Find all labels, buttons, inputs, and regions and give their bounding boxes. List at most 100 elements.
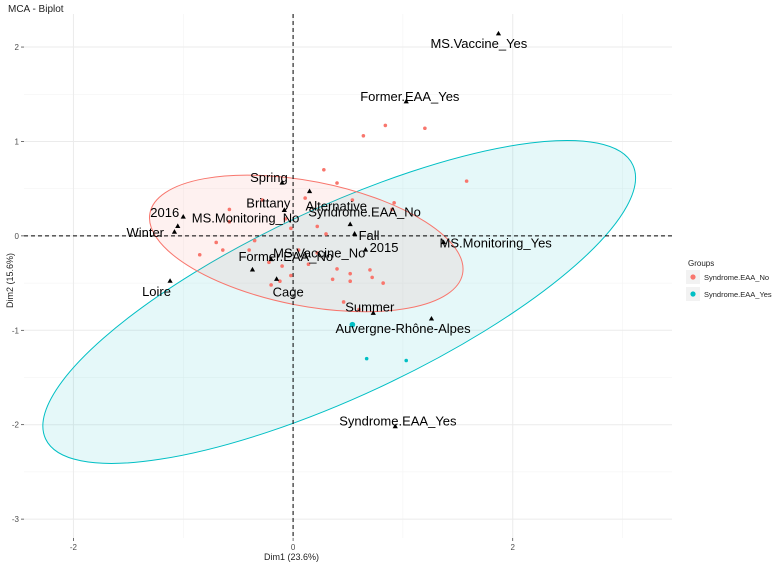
y-tick-label: -1: [12, 326, 20, 335]
variable-marker: [495, 30, 502, 36]
data-point-no: [289, 273, 293, 278]
plot-area: MS.Vaccine_Yes Former.EAA_Yes Spring Altern…: [12, 14, 672, 552]
data-point-no: [390, 207, 394, 212]
variable-marker: [392, 423, 398, 429]
data-point-no: [227, 219, 232, 224]
data-point-no: [361, 133, 366, 138]
variable-label: Alternative: [306, 198, 367, 213]
variable-marker: [268, 256, 274, 262]
x-tick-label: 0: [291, 543, 296, 552]
variable-label: MS.Vaccine_No: [273, 245, 365, 260]
variable-label: Summer: [345, 299, 395, 314]
data-point-no: [381, 281, 385, 285]
data-point-no: [252, 238, 257, 243]
confidence-ellipse-syndrome-eaa-yes: [42, 139, 637, 464]
data-point-no: [315, 224, 320, 229]
variable-label: Syndrome.EAA_Yes: [339, 414, 457, 429]
y-tick-label: -3: [12, 515, 20, 524]
data-point-no: [368, 268, 372, 272]
data-point-no: [197, 252, 202, 257]
x-tick-label: -2: [70, 543, 78, 552]
variable-marker: [180, 213, 186, 219]
data-point-no: [296, 248, 301, 252]
variable-label: Auvergne-Rhône-Alpes: [335, 321, 471, 336]
data-point-no: [247, 248, 251, 252]
data-point-no: [464, 179, 469, 183]
variable-label: Spring: [250, 170, 288, 185]
variable-marker: [370, 310, 376, 315]
data-point-yes: [404, 358, 409, 363]
variable-marker: [281, 207, 287, 212]
variable-label: Former.EAA_No: [238, 249, 333, 264]
variable-label: Former.EAA_Yes: [360, 89, 460, 104]
data-point-yes: [364, 356, 369, 361]
data-point-no: [267, 260, 271, 265]
variable-label: Winter: [126, 225, 164, 240]
variable-marker: [347, 221, 353, 227]
data-point-no: [289, 226, 293, 231]
variable-marker: [440, 239, 447, 245]
variable-label: MS.Vaccine_Yes: [430, 36, 527, 51]
variable-label: 2015: [370, 240, 399, 255]
y-tick-label: -2: [12, 421, 20, 430]
data-point-no: [350, 198, 355, 202]
data-point-no: [330, 277, 335, 282]
legend-label: Syndrome.EAA_No: [704, 273, 769, 282]
variable-marker: [362, 247, 369, 252]
variable-marker: [428, 315, 435, 321]
data-point-no: [423, 126, 427, 131]
variable-marker: [171, 229, 178, 234]
variable-label: Brittany: [246, 195, 291, 210]
data-point-no: [280, 264, 284, 268]
variable-marker: [167, 278, 173, 283]
variable-marker: [351, 230, 358, 236]
data-point-yes: [349, 321, 356, 328]
x-axis-title: Dim1 (23.6%): [264, 552, 319, 562]
data-point-no: [214, 240, 219, 245]
variable-label: Syndrome.EAA_No: [308, 205, 421, 220]
variable-label: Cage: [273, 284, 304, 299]
data-point-no: [227, 207, 232, 212]
plot-title: MCA - Biplot: [8, 4, 64, 15]
legend-swatch: [690, 291, 696, 297]
data-point-no: [315, 251, 320, 255]
data-point-no: [306, 262, 311, 266]
y-tick-label: 1: [15, 137, 20, 146]
data-point-no: [322, 167, 326, 172]
data-point-no: [348, 279, 352, 283]
variable-marker: [403, 98, 409, 104]
variable-label: 2016: [150, 205, 179, 220]
y-tick-label: 2: [15, 43, 20, 52]
data-point-no: [348, 271, 352, 276]
data-point-no: [370, 275, 374, 280]
variable-marker: [279, 180, 285, 185]
data-point-no: [341, 300, 346, 304]
legend-swatch: [690, 274, 696, 280]
variable-label: MS.Monitoring_Yes: [440, 235, 553, 250]
variable-marker: [274, 276, 280, 281]
data-point-no: [303, 196, 307, 200]
y-axis-title: Dim2 (15.6%): [5, 253, 15, 308]
variable-marker: [175, 223, 181, 229]
plot-background: [24, 14, 672, 538]
variable-marker: [306, 188, 313, 194]
data-point-no: [269, 283, 273, 287]
data-point-no: [383, 123, 388, 128]
data-point-no: [335, 267, 339, 271]
variable-marker: [249, 266, 256, 272]
data-point-no: [392, 201, 396, 205]
legend: Syndrome.EAA_No Syndrome.EAA_Yes: [686, 270, 772, 301]
x-tick-label: 2: [511, 543, 516, 552]
legend-label: Syndrome.EAA_Yes: [704, 290, 772, 299]
y-tick-label: 0: [15, 232, 20, 241]
variable-label: MS.Monitoring_No: [192, 210, 300, 225]
data-point-no: [357, 307, 361, 312]
variable-label: Loire: [142, 284, 171, 299]
data-point-no: [335, 181, 339, 185]
data-point-no: [324, 232, 328, 236]
legend-title: Groups: [688, 259, 714, 268]
data-point-no: [260, 198, 265, 202]
variable-label: Fall: [359, 228, 380, 243]
data-point-no: [278, 279, 282, 283]
